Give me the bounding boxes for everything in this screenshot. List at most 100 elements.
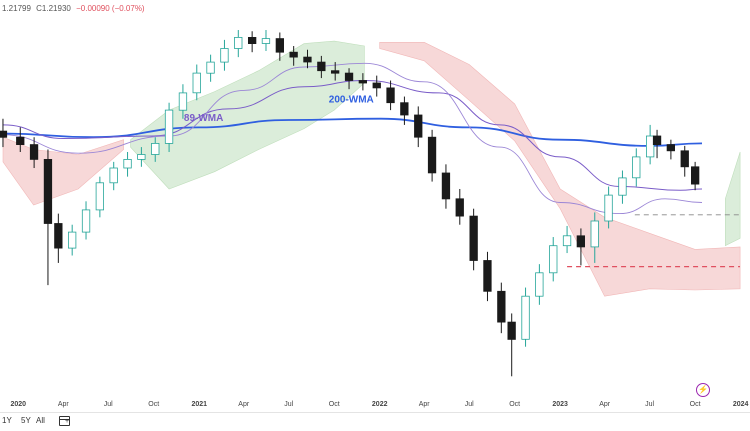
cloud-bull-2-area	[724, 151, 741, 247]
x-tick-label: Apr	[58, 401, 70, 408]
candle-body	[43, 158, 53, 224]
x-tick-label: 2023	[552, 401, 568, 408]
cloud-bear-2-area	[379, 41, 741, 297]
x-tick-label: Oct	[690, 401, 701, 408]
candle	[386, 80, 395, 111]
candle	[691, 161, 700, 191]
candle-body	[576, 235, 585, 248]
candle	[427, 129, 437, 182]
candle	[29, 137, 39, 169]
wma200-label: 200-WMA	[329, 95, 374, 106]
candle-body	[234, 37, 243, 49]
candle	[123, 152, 132, 177]
candle-body	[16, 136, 25, 145]
candle	[441, 164, 451, 209]
candle	[562, 225, 572, 254]
x-tick-label: 2022	[372, 401, 388, 408]
candle	[666, 139, 675, 160]
range-1y-button[interactable]: 1Y	[2, 416, 12, 425]
candle	[206, 54, 215, 82]
candle	[344, 68, 354, 90]
candle	[192, 64, 201, 101]
candle	[507, 313, 516, 377]
candle	[576, 228, 585, 266]
candle	[618, 170, 627, 204]
candle-body	[441, 172, 451, 200]
candle	[400, 96, 409, 125]
x-tick-label: Oct	[148, 401, 159, 408]
ohlc-change: −0.00090 (−0.07%)	[76, 4, 145, 13]
candle	[68, 224, 77, 256]
candle	[372, 75, 381, 97]
range-5y-button[interactable]: 5Y	[21, 416, 31, 425]
candle-body	[618, 177, 627, 196]
candle-body	[400, 102, 409, 116]
range-toolbar: 1Y 5Y All	[0, 412, 750, 431]
candle-body	[123, 158, 132, 169]
candle	[43, 149, 53, 286]
candle	[455, 188, 464, 225]
candle	[109, 161, 118, 191]
candle	[16, 127, 25, 153]
candle-body	[358, 80, 368, 84]
candle-body	[95, 182, 104, 211]
candle-body	[289, 51, 298, 58]
candle	[317, 55, 326, 79]
candle-body	[497, 290, 506, 323]
candle	[330, 62, 340, 81]
wma89-label: 89-WMA	[184, 113, 223, 124]
candle	[646, 124, 655, 165]
candle-body	[178, 92, 188, 111]
candle-body	[680, 150, 689, 168]
candle-body	[192, 72, 201, 94]
candle-body	[414, 114, 423, 138]
candle-body	[372, 82, 381, 89]
candle-body	[220, 48, 229, 63]
horizontal-levels	[567, 214, 740, 268]
candle	[151, 137, 160, 162]
x-tick-label: Jul	[645, 401, 654, 408]
candle	[549, 237, 558, 282]
candle-body	[164, 109, 174, 144]
candle-body	[275, 38, 285, 53]
x-tick-label: Apr	[238, 401, 250, 408]
x-tick-label: 2024	[733, 401, 749, 408]
candle-body	[549, 245, 558, 274]
calendar-icon[interactable]	[59, 416, 70, 426]
candle	[275, 32, 285, 61]
range-all-button[interactable]: All	[36, 416, 45, 425]
candle-body	[386, 87, 395, 104]
x-tick-label: Apr	[599, 401, 611, 408]
ohlc-close: C1.21930	[36, 4, 71, 13]
candle-body	[303, 56, 312, 63]
candle	[247, 31, 257, 53]
candle-body	[54, 223, 63, 249]
candle-body	[317, 61, 326, 72]
candle	[483, 251, 492, 302]
candle-body	[535, 272, 544, 297]
candle	[289, 46, 298, 66]
candle	[178, 84, 188, 119]
candle-body	[261, 38, 271, 44]
candle-body	[646, 135, 655, 158]
candle-body	[483, 260, 492, 292]
lightning-icon[interactable]: ⚡	[696, 383, 710, 397]
x-tick-label: Oct	[329, 401, 340, 408]
candle	[604, 186, 613, 229]
candle	[261, 30, 271, 51]
ohlc-readout: 1.21799 C1.21930 −0.00090 (−0.07%)	[2, 4, 148, 13]
x-tick-label: Jul	[284, 401, 293, 408]
candle	[234, 30, 243, 58]
candle-body	[455, 198, 464, 217]
candle	[54, 213, 63, 263]
candle	[358, 73, 368, 91]
x-tick-label: 2021	[191, 401, 207, 408]
candle	[497, 282, 506, 334]
ohlc-low: 1.21799	[2, 4, 31, 13]
x-tick-label: Apr	[419, 401, 431, 408]
candle	[590, 212, 599, 263]
candle-body	[469, 215, 478, 261]
candle	[652, 129, 662, 159]
wma-light-line	[2, 62, 703, 215]
